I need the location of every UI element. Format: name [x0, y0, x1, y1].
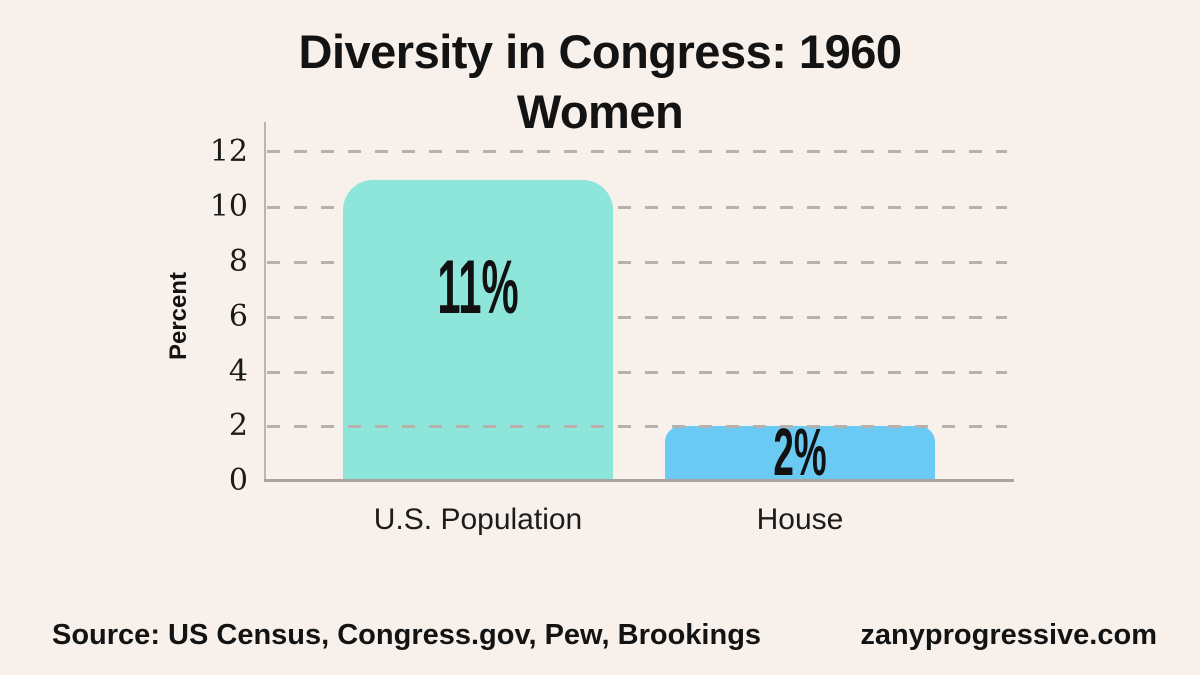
y-tick-label-0: 0 — [228, 463, 248, 498]
chart-title-line2: Women — [516, 85, 684, 138]
gridline-6 — [267, 316, 1007, 319]
gridline-2 — [267, 425, 1007, 428]
y-axis-line — [264, 122, 266, 481]
y-tick-label-2: 2 — [228, 408, 248, 443]
bar-value-us-population: 11% — [437, 245, 519, 330]
y-tick-label-10: 10 — [209, 189, 248, 224]
x-category-label-us-population: U.S. Population — [373, 503, 583, 536]
website-credit-text: zanyprogressive.com — [860, 619, 1157, 651]
gridline-4 — [267, 371, 1007, 374]
bar-house — [665, 426, 935, 479]
gridline-10 — [267, 206, 1007, 209]
bar-us-population — [343, 180, 613, 479]
chart-title: Diversity in Congress: 1960 Women — [0, 22, 1200, 142]
y-tick-label-12: 12 — [209, 134, 248, 169]
y-tick-label-4: 4 — [228, 354, 248, 389]
y-tick-label-8: 8 — [228, 244, 248, 279]
source-credit-text: Source: US Census, Congress.gov, Pew, Br… — [52, 619, 762, 651]
y-tick-label-6: 6 — [228, 299, 248, 334]
x-axis-line — [264, 479, 1014, 482]
bar-value-house: 2% — [773, 415, 827, 490]
x-category-label-house: House — [756, 503, 844, 536]
chart-title-line1: Diversity in Congress: 1960 — [298, 25, 903, 78]
gridline-12 — [267, 150, 1007, 153]
gridline-8 — [267, 261, 1007, 264]
